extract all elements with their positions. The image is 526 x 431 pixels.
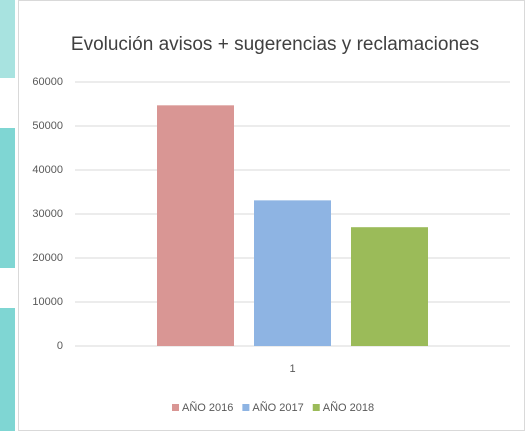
y-tick-label: 0 — [57, 340, 63, 352]
legend-swatch — [312, 404, 320, 411]
decoration — [0, 0, 15, 78]
y-tick-label: 40000 — [32, 164, 63, 176]
legend-label: AÑO 2017 — [252, 401, 303, 414]
y-tick-label: 50000 — [32, 120, 63, 132]
legend-swatch — [172, 404, 179, 411]
y-tick-label: 20000 — [32, 252, 63, 264]
y-tick-label: 30000 — [32, 208, 63, 220]
y-tick-label: 60000 — [32, 76, 63, 88]
x-tick-label: 1 — [289, 363, 295, 375]
legend-swatch — [242, 404, 250, 411]
bar — [254, 200, 331, 346]
chart-title: Evolución avisos + sugerencias y reclama… — [71, 34, 479, 55]
legend-label: AÑO 2016 — [182, 401, 233, 414]
bar — [351, 227, 428, 346]
y-tick-label: 10000 — [32, 296, 63, 308]
bar — [157, 105, 234, 346]
decoration — [0, 128, 15, 268]
legend-label: AÑO 2018 — [323, 401, 374, 414]
decoration — [0, 308, 15, 431]
